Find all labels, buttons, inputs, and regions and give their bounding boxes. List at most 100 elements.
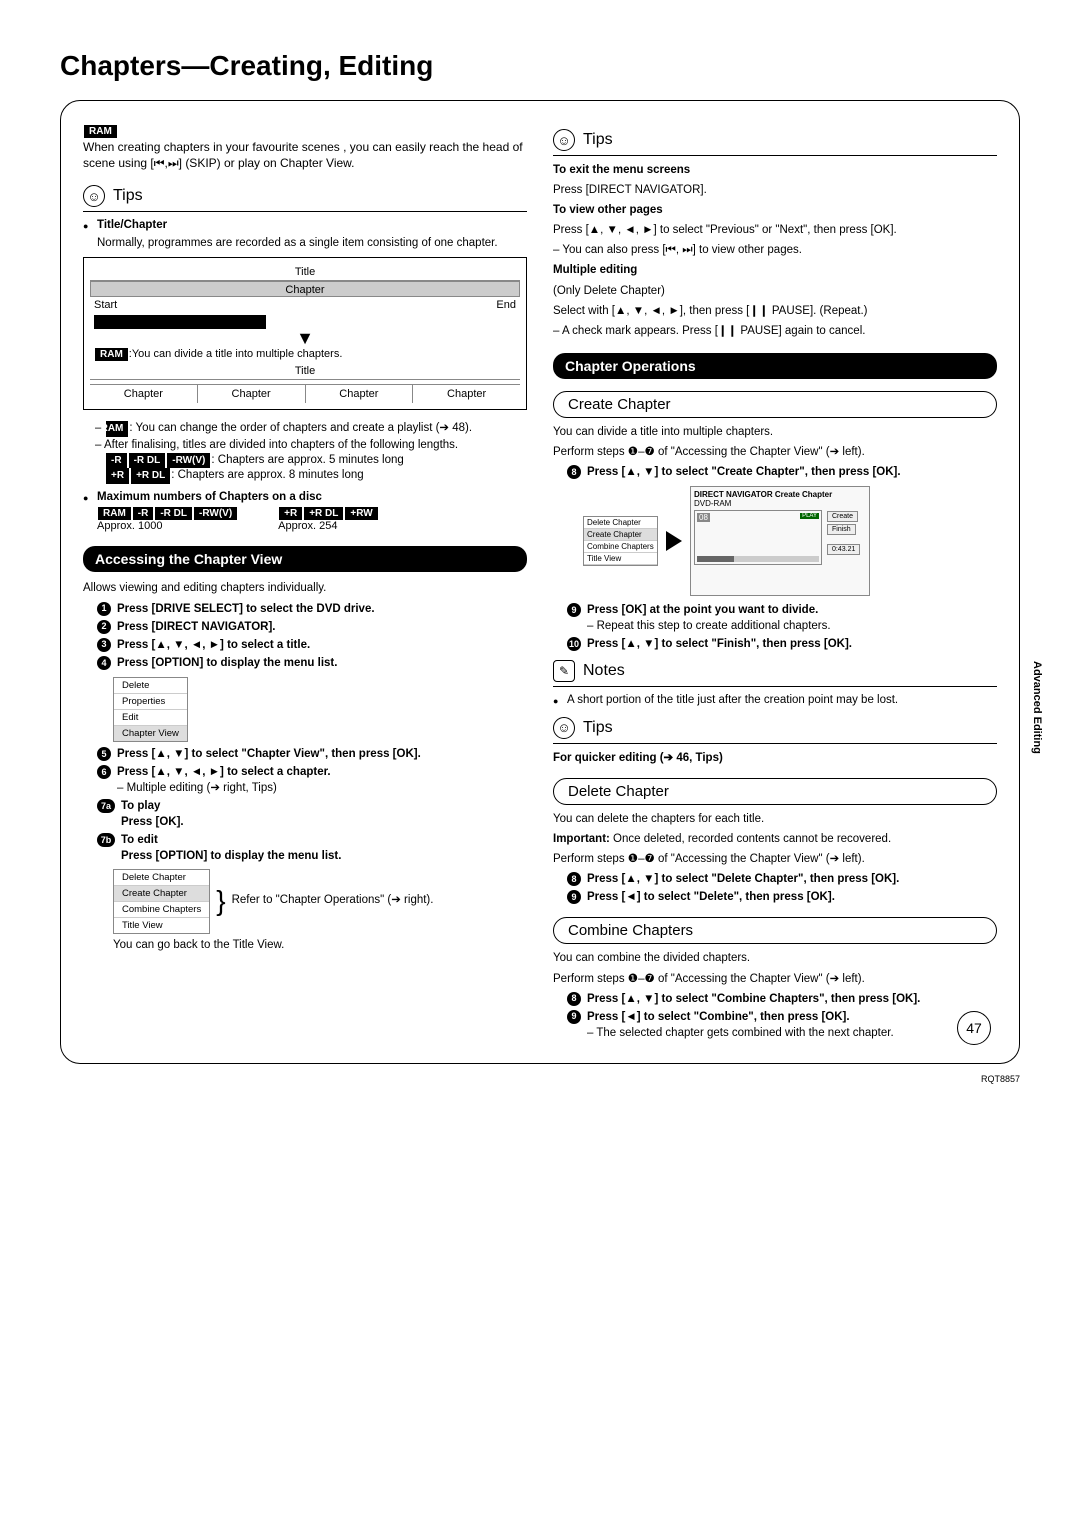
left-column: RAM When creating chapters in your favou… xyxy=(83,121,527,1043)
menu-delete: Delete xyxy=(114,678,187,694)
option-menu-1: Delete Properties Edit Chapter View xyxy=(113,677,188,742)
step-2-icon: 2 xyxy=(97,620,111,634)
b: -RW(V) xyxy=(194,507,237,520)
step-7a-t: Press [OK]. xyxy=(121,816,184,828)
play-icon xyxy=(666,531,682,551)
accessing-chapter-view-header: Accessing the Chapter View xyxy=(83,546,527,572)
prdl-badge: +R DL xyxy=(131,468,170,484)
multi-t2: Select with [▲, ▼, ◄, ►], then press [❙❙… xyxy=(553,303,997,319)
menu-edit: Edit xyxy=(114,710,187,726)
title-chapter-head: Title/Chapter xyxy=(83,218,527,234)
step-9c-icon: 9 xyxy=(567,1010,581,1024)
title-chapter-text: Normally, programmes are recorded as a s… xyxy=(83,236,527,252)
max-table: RAM-R-R DL-RW(V) Approx. 1000 +R+R DL+RW… xyxy=(83,507,527,532)
arrow-down-icon: ▼ xyxy=(90,331,520,345)
combine-t1: You can combine the divided chapters. xyxy=(553,950,997,966)
b: RAM xyxy=(98,507,131,520)
direct-navigator-screenshot: DIRECT NAVIGATOR Create Chapter DVD-RAM … xyxy=(690,486,870,596)
option-menu-2: Delete Chapter Create Chapter Combine Ch… xyxy=(113,869,210,934)
mm-delete: Delete Chapter xyxy=(584,517,657,529)
right-column: ☺ Tips To exit the menu screens Press [D… xyxy=(553,121,997,1043)
mm-titleview: Title View xyxy=(584,553,657,565)
step-3: Press [▲, ▼, ◄, ►] to select a title. xyxy=(117,637,310,653)
chapter-operations-header: Chapter Operations xyxy=(553,353,997,379)
divide-note: :You can divide a title into multiple ch… xyxy=(129,348,343,360)
step-7b-t: Press [OPTION] to display the menu list. xyxy=(121,850,341,862)
note2-text: After finalising, titles are divided int… xyxy=(104,439,458,451)
exit-head: To exit the menu screens xyxy=(553,162,997,178)
view-head: To view other pages xyxy=(553,202,997,218)
step-7b-h: To edit xyxy=(121,834,158,846)
step-8-icon: 8 xyxy=(567,465,581,479)
view-t2: – You can also press [⏮, ⏭] to view othe… xyxy=(553,242,997,258)
step-5-icon: 5 xyxy=(97,747,111,761)
ss-sub: DVD-RAM xyxy=(694,499,866,508)
note-1: – RAM: You can change the order of chapt… xyxy=(83,420,527,437)
bracket-icon: } xyxy=(216,885,225,917)
chapter-cell: Chapter xyxy=(306,385,414,403)
step-6-icon: 6 xyxy=(97,765,111,779)
tips-header-3: ☺ Tips xyxy=(553,717,997,744)
create-s10: Press [▲, ▼] to select "Finish", then pr… xyxy=(587,636,852,652)
combine-s9: Press [◄] to select "Combine", then pres… xyxy=(587,1011,850,1023)
diagram-title: Title xyxy=(90,264,520,281)
create-s9: Press [OK] at the point you want to divi… xyxy=(587,604,818,616)
note1-text: : You can change the order of chapters a… xyxy=(129,422,472,434)
pr-badge: +R xyxy=(106,468,129,484)
notes-text: A short portion of the title just after … xyxy=(553,693,997,709)
back-note: You can go back to the Title View. xyxy=(83,938,527,954)
rwv-badge: -RW(V) xyxy=(167,453,210,469)
chapter-cell: Chapter xyxy=(90,385,198,403)
delete-s9: Press [◄] to select "Delete", then press… xyxy=(587,889,835,905)
menu2-note: Refer to "Chapter Operations" (➔ right). xyxy=(232,893,434,909)
step-2: Press [DIRECT NAVIGATOR]. xyxy=(117,619,275,635)
menu2-create-chapter: Create Chapter xyxy=(114,886,209,902)
diagram-title-2: Title xyxy=(90,363,520,380)
option-menu-2-row: Delete Chapter Create Chapter Combine Ch… xyxy=(113,869,527,934)
ram-badge: RAM xyxy=(84,125,117,138)
side-tab: Advanced Editing xyxy=(1031,661,1043,754)
ram-badge-3: RAM xyxy=(106,421,129,437)
b: -R xyxy=(133,507,154,520)
footer-code: RQT8857 xyxy=(981,1074,1020,1084)
mm-create: Create Chapter xyxy=(584,529,657,541)
ss-num: 08 xyxy=(697,513,710,522)
section1-intro: Allows viewing and editing chapters indi… xyxy=(83,580,527,596)
create-chapter-header: Create Chapter xyxy=(553,391,997,418)
step-4-icon: 4 xyxy=(97,656,111,670)
exit-text: Press [DIRECT NAVIGATOR]. xyxy=(553,182,997,198)
note-3: -R-R DL-RW(V): Chapters are approx. 5 mi… xyxy=(83,453,527,469)
chapter-diagram: Title Chapter StartEnd ▼ RAM:You can div… xyxy=(83,257,527,409)
step-5: Press [▲, ▼] to select "Chapter View", t… xyxy=(117,746,421,762)
step-7a-h: To play xyxy=(121,800,160,812)
menu2-title-view: Title View xyxy=(114,918,209,933)
max-chapters-head: Maximum numbers of Chapters on a disc xyxy=(83,490,527,506)
diagram-start: Start xyxy=(94,299,117,311)
diagram-progress xyxy=(94,315,266,329)
menu-properties: Properties xyxy=(114,694,187,710)
step-1: Press [DRIVE SELECT] to select the DVD d… xyxy=(117,601,375,617)
b: +R DL xyxy=(304,507,343,520)
step-10-icon: 10 xyxy=(567,637,581,651)
step-7a-icon: 7a xyxy=(97,799,115,813)
intro-text: When creating chapters in your favourite… xyxy=(83,139,527,171)
mini-menu: Delete Chapter Create Chapter Combine Ch… xyxy=(583,516,658,566)
ss-title: DIRECT NAVIGATOR Create Chapter xyxy=(694,490,866,499)
tips-label: Tips xyxy=(113,187,143,205)
combine-s8: Press [▲, ▼] to select "Combine Chapters… xyxy=(587,991,920,1007)
page-number: 47 xyxy=(957,1011,991,1045)
tips-icon: ☺ xyxy=(553,129,575,151)
note4-text: : Chapters are approx. 8 minutes long xyxy=(171,469,363,481)
step-6: Press [▲, ▼, ◄, ►] to select a chapter. xyxy=(117,766,331,778)
multi-head: Multiple editing xyxy=(553,262,997,278)
multi-t3: – A check mark appears. Press [❙❙ PAUSE]… xyxy=(553,323,997,339)
ram-badge-2: RAM xyxy=(95,348,128,361)
ss-finish-btn: Finish xyxy=(827,524,856,535)
notes-header: ✎ Notes xyxy=(553,660,997,687)
b: +R xyxy=(279,507,302,520)
tips-label: Tips xyxy=(583,719,613,737)
screenshot-row: Delete Chapter Create Chapter Combine Ch… xyxy=(583,486,997,596)
tips-icon: ☺ xyxy=(553,717,575,739)
perform-steps: Perform steps ❶–❼ of "Accessing the Chap… xyxy=(553,444,997,460)
chapter-cell: Chapter xyxy=(198,385,306,403)
